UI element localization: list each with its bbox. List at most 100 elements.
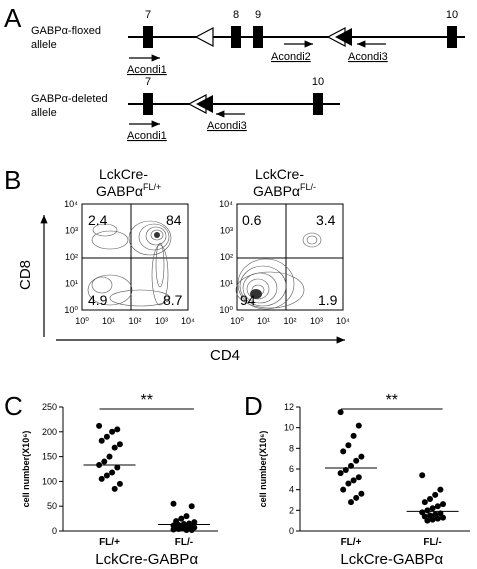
data-point: [350, 432, 357, 439]
data-point: [109, 469, 116, 476]
deleted-exon-label: 7: [145, 76, 151, 88]
data-point: [170, 500, 177, 507]
quadrant-value: 94: [240, 292, 256, 308]
data-point: [350, 477, 357, 484]
data-point: [188, 527, 195, 534]
data-point: [183, 527, 190, 534]
data-point: [114, 426, 121, 433]
plot-title-right-2: GABPαFL/-: [253, 182, 316, 199]
quadrant-value: 1.9: [318, 292, 338, 308]
data-point: [353, 457, 360, 464]
data-point: [421, 499, 428, 506]
data-point: [337, 409, 344, 416]
data-point: [345, 442, 352, 449]
loxp-site-open: [194, 27, 214, 47]
data-point: [358, 490, 365, 497]
y-axis-label: cell number(X10⁶): [21, 431, 31, 508]
primer-label: Acondi3: [348, 51, 388, 63]
data-point: [183, 513, 190, 520]
panel-letter-b: B: [4, 165, 21, 195]
significance-label: **: [386, 392, 398, 409]
data-point: [424, 517, 431, 524]
frt-site-filled: [196, 95, 213, 113]
x-category-label: FL/-: [423, 537, 441, 548]
y-tick-label: 0: [289, 526, 294, 536]
data-point: [98, 437, 105, 444]
data-point: [348, 462, 354, 469]
y-tick-label: 2: [289, 505, 294, 515]
x-tick-label: 10⁴: [336, 316, 350, 326]
x-tick-label: 10¹: [102, 316, 115, 326]
data-point: [340, 486, 347, 493]
x-tick-label: 10⁰: [230, 316, 244, 326]
y-tick-label: 12: [284, 402, 294, 412]
y-tick-label: 200: [42, 427, 57, 437]
floxed-allele-label-2: allele: [31, 39, 57, 51]
y-tick-label: 10: [284, 423, 294, 433]
data-point: [434, 515, 441, 522]
y-tick-label: 10⁰: [219, 305, 233, 315]
quadrant-value: 84: [166, 212, 182, 228]
data-point: [440, 501, 446, 508]
data-point: [188, 503, 195, 510]
quadrant-value: 2.4: [88, 212, 108, 228]
y-tick-label: 10³: [220, 226, 233, 236]
data-point: [109, 428, 116, 435]
y-tick-label: 6: [289, 464, 294, 474]
data-point: [337, 470, 344, 477]
flow-plot-left: [81, 203, 189, 311]
chart-c: 0 50 100 150 200 250 cell number(X10⁶) FL/+ FL/-…: [21, 392, 218, 568]
quadrant-value: 0.6: [242, 212, 262, 228]
floxed-allele-label-1: GABPα-floxed: [31, 25, 101, 37]
x-category-label: FL/+: [341, 537, 362, 548]
x-tick-label: 10³: [310, 316, 323, 326]
data-point: [440, 514, 446, 521]
plot-title-left-1: LckCre-: [99, 166, 148, 182]
floxed-exon-9: [253, 26, 263, 48]
data-point: [111, 485, 118, 492]
x-tick-label: 10²: [283, 316, 296, 326]
x-axis-label: LckCre-GABPα: [95, 551, 198, 564]
y-tick-label: 10²: [65, 252, 78, 262]
data-point: [342, 467, 349, 474]
contour-population: [235, 232, 322, 310]
data-point: [419, 472, 426, 479]
panel-d: D 0 2 4 6 8 10 12 cell number(X10⁶) FL/+ FL/- LckC…: [244, 391, 470, 568]
primer-label: Acondi1: [127, 130, 167, 142]
quadrant-value: 8.7: [163, 292, 183, 308]
data-point: [106, 453, 113, 460]
floxed-exon-label: 9: [255, 9, 261, 21]
data-point: [340, 448, 347, 455]
data-point: [170, 526, 177, 533]
x-axis-label-cd4: CD4: [210, 347, 240, 364]
data-point: [355, 422, 362, 429]
data-point: [424, 507, 431, 514]
panel-letter-c: C: [4, 391, 23, 421]
quadrant-value: 4.9: [88, 292, 108, 308]
x-tick-label: 10⁰: [75, 316, 89, 326]
contour-core: [154, 232, 160, 238]
floxed-exon-7: [143, 26, 153, 48]
data-point: [434, 503, 441, 510]
y-tick-label: 8: [289, 443, 294, 453]
x-category-label: FL/+: [99, 537, 120, 548]
data-point: [116, 480, 123, 487]
y-tick-label: 10¹: [220, 279, 233, 289]
data-point: [111, 444, 118, 451]
data-point: [429, 516, 436, 523]
contour-population: [87, 220, 172, 307]
x-tick-label: 10²: [128, 316, 141, 326]
x-category-label: FL/-: [175, 537, 193, 548]
chart-d: 0 2 4 6 8 10 12 cell number(X10⁶) FL/+ FL/- LckCre…: [258, 392, 470, 568]
y-tick-label: 10⁴: [64, 199, 78, 209]
frt-site-filled: [335, 28, 352, 46]
panel-b: B LckCre- GABPαFL/+ LckCre- GABPαFL/- 2.…: [4, 165, 350, 364]
quadrant-value: 3.4: [316, 212, 336, 228]
x-axis-label: LckCre-GABPα: [340, 551, 443, 564]
y-tick-label: 10¹: [65, 279, 78, 289]
deleted-allele-label-1: GABPα-deleted: [31, 93, 108, 105]
data-point: [427, 495, 433, 502]
data-point: [348, 499, 354, 506]
contour-core: [250, 289, 262, 299]
